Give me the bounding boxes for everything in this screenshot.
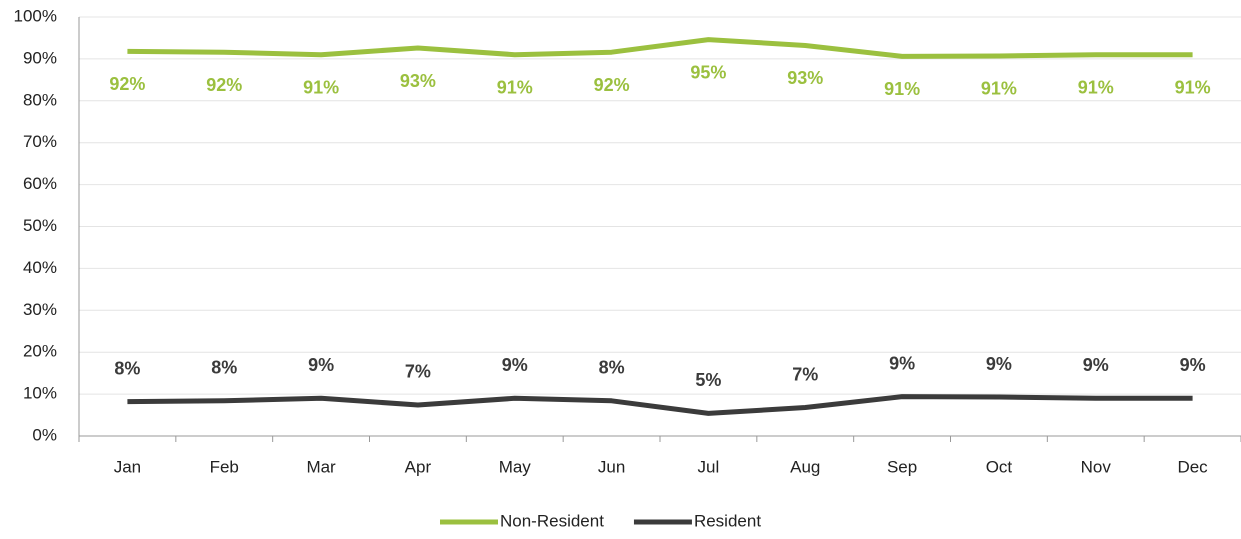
y-tick-label: 100%: [14, 6, 57, 25]
x-tick-label: Apr: [405, 457, 432, 476]
data-label: 91%: [1175, 77, 1211, 97]
data-label: 92%: [594, 75, 630, 95]
data-label: 9%: [1083, 355, 1109, 375]
data-label: 91%: [303, 77, 339, 97]
data-label: 91%: [884, 79, 920, 99]
x-tick-label: Feb: [210, 457, 239, 476]
data-label: 92%: [109, 74, 145, 94]
data-label: 9%: [986, 354, 1012, 374]
data-label: 91%: [981, 79, 1017, 99]
x-tick-label: Jul: [698, 457, 720, 476]
y-tick-label: 70%: [23, 132, 57, 151]
data-label: 7%: [792, 364, 818, 384]
data-label: 91%: [1078, 77, 1114, 97]
y-tick-label: 60%: [23, 174, 57, 193]
series-line: [127, 394, 1193, 416]
data-label: 93%: [787, 68, 823, 88]
data-label: 5%: [695, 370, 721, 390]
data-label: 8%: [599, 358, 625, 378]
x-tick-label: Dec: [1177, 457, 1208, 476]
data-label: 93%: [400, 71, 436, 91]
x-tick-label: Mar: [306, 457, 336, 476]
x-tick-label: Sep: [887, 457, 917, 476]
x-tick-label: Nov: [1081, 457, 1112, 476]
y-tick-label: 40%: [23, 258, 57, 277]
x-tick-label: Aug: [790, 457, 820, 476]
x-tick-label: Oct: [986, 457, 1013, 476]
y-tick-label: 30%: [23, 300, 57, 319]
y-tick-label: 0%: [32, 425, 57, 444]
data-label: 7%: [405, 362, 431, 382]
x-tick-label: May: [499, 457, 532, 476]
data-label: 91%: [497, 77, 533, 97]
data-label: 8%: [211, 358, 237, 378]
x-tick-label: Jan: [114, 457, 141, 476]
y-tick-label: 80%: [23, 90, 57, 109]
legend-label: Non-Resident: [500, 511, 604, 530]
y-tick-label: 90%: [23, 48, 57, 67]
x-tick-label: Jun: [598, 457, 625, 476]
data-label: 9%: [502, 355, 528, 375]
data-label: 9%: [1180, 355, 1206, 375]
series-line: [127, 37, 1193, 59]
data-label: 95%: [690, 62, 726, 82]
y-tick-label: 20%: [23, 342, 57, 361]
data-label: 8%: [114, 358, 140, 378]
data-label: 92%: [206, 75, 242, 95]
legend-label: Resident: [694, 511, 761, 530]
data-label: 9%: [889, 353, 915, 373]
y-tick-label: 10%: [23, 384, 57, 403]
y-tick-label: 50%: [23, 216, 57, 235]
data-label: 9%: [308, 355, 334, 375]
